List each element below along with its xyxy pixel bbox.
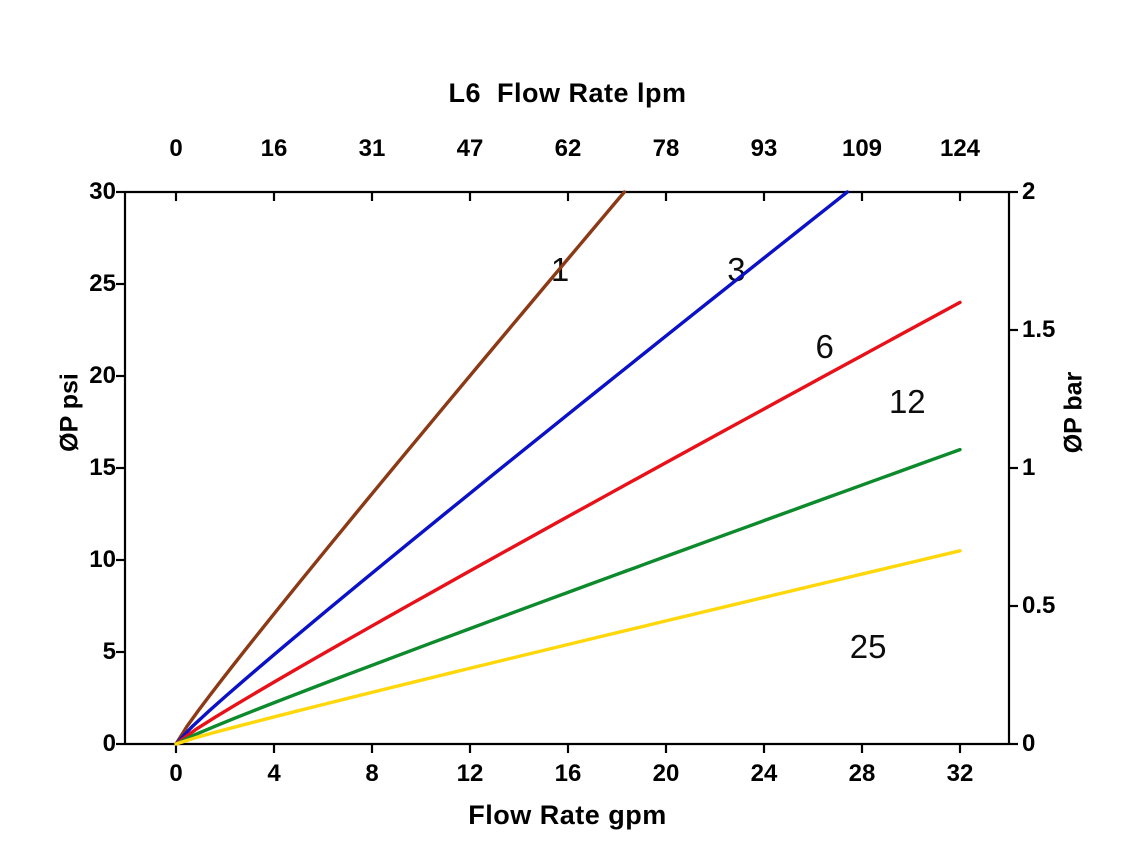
top-tick-label: 124 (939, 135, 981, 162)
bottom-tick-label: 12 (456, 760, 484, 787)
left-tick-label: 30 (89, 178, 116, 205)
series-line-1 (174, 190, 627, 746)
left-tick-label: 5 (102, 638, 116, 665)
bottom-axis-title: Flow Rate gpm (468, 800, 667, 830)
series-line-3 (174, 190, 849, 746)
series-line-6 (174, 300, 962, 746)
top-axis-title: L6 Flow Rate lpm (448, 78, 687, 108)
bottom-tick-label: 28 (848, 760, 876, 787)
top-tick-label: 47 (456, 135, 484, 162)
right-tick-label: 0 (1022, 730, 1036, 757)
bottom-tick-label: 16 (554, 760, 582, 787)
left-tick-label: 15 (89, 454, 116, 481)
right-tick-label: 0.5 (1022, 592, 1056, 619)
series-label-3: 3 (727, 250, 746, 288)
bottom-tick-label: 0 (169, 760, 183, 787)
right-tick-label: 1.5 (1022, 316, 1056, 343)
bottom-tick-label: 20 (652, 760, 680, 787)
top-tick-label: 93 (750, 135, 778, 162)
top-tick-label: 16 (260, 135, 288, 162)
left-tick-label: 25 (89, 270, 116, 297)
axis-frame (123, 190, 1011, 746)
right-tick-label: 2 (1022, 178, 1036, 205)
bottom-tick-label: 4 (267, 760, 281, 787)
series-lines (174, 190, 962, 746)
top-tick-label: 31 (358, 135, 386, 162)
series-label-12: 12 (888, 383, 926, 421)
top-tick-label: 109 (841, 135, 883, 162)
top-tick-label: 78 (652, 135, 680, 162)
left-tick-label: 20 (89, 362, 116, 389)
bottom-tick-label: 24 (750, 760, 778, 787)
series-label-6: 6 (815, 328, 834, 366)
series-line-12 (174, 447, 962, 746)
series-line-25 (174, 549, 962, 746)
bottom-tick-label: 32 (946, 760, 974, 787)
left-tick-label: 10 (89, 546, 116, 573)
series-label-25: 25 (849, 628, 887, 666)
bottom-tick-label: 8 (365, 760, 379, 787)
axis-ticks (116, 190, 1018, 753)
top-tick-label: 0 (169, 135, 183, 162)
right-tick-label: 1 (1022, 454, 1036, 481)
top-tick-label: 62 (554, 135, 582, 162)
left-tick-label: 0 (102, 730, 116, 757)
